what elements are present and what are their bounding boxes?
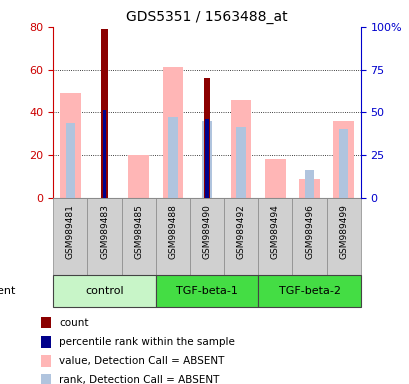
Bar (155, 198, 189, 275)
Text: control: control (85, 286, 124, 296)
Bar (204, 78, 209, 198)
Bar (65, 123, 75, 198)
Bar (292, 198, 326, 275)
Bar (333, 121, 353, 198)
Bar (162, 68, 183, 198)
Bar (53, 198, 87, 275)
Bar (53, 275, 155, 307)
Bar (230, 99, 251, 198)
Bar (41, 317, 51, 328)
Bar (101, 29, 107, 198)
Bar (128, 155, 148, 198)
Bar (41, 355, 51, 367)
Bar (338, 129, 348, 198)
Bar (202, 121, 211, 198)
Bar (236, 127, 245, 198)
Bar (168, 117, 177, 198)
Text: agent: agent (0, 286, 16, 296)
Text: rank, Detection Call = ABSENT: rank, Detection Call = ABSENT (59, 375, 219, 384)
Bar (121, 198, 155, 275)
Text: GSM989481: GSM989481 (66, 204, 75, 259)
Bar (258, 198, 292, 275)
Text: GSM989490: GSM989490 (202, 204, 211, 259)
Text: TGF-beta-2: TGF-beta-2 (278, 286, 340, 296)
Bar (189, 198, 224, 275)
Title: GDS5351 / 1563488_at: GDS5351 / 1563488_at (126, 10, 287, 25)
Bar (41, 336, 51, 348)
Bar (265, 159, 285, 198)
Text: GSM989494: GSM989494 (270, 204, 279, 259)
Bar (326, 198, 360, 275)
Bar (87, 198, 121, 275)
Bar (304, 170, 314, 198)
Bar (155, 275, 258, 307)
Bar (224, 198, 258, 275)
Bar (103, 110, 106, 198)
Text: GSM989483: GSM989483 (100, 204, 109, 259)
Bar (41, 374, 51, 384)
Bar (60, 93, 81, 198)
Text: value, Detection Call = ABSENT: value, Detection Call = ABSENT (59, 356, 224, 366)
Bar (258, 275, 360, 307)
Text: percentile rank within the sample: percentile rank within the sample (59, 337, 235, 347)
Text: count: count (59, 318, 89, 328)
Bar (205, 119, 208, 198)
Text: GSM989488: GSM989488 (168, 204, 177, 259)
Text: TGF-beta-1: TGF-beta-1 (176, 286, 237, 296)
Text: GSM989485: GSM989485 (134, 204, 143, 259)
Bar (299, 179, 319, 198)
Text: GSM989492: GSM989492 (236, 204, 245, 259)
Text: GSM989499: GSM989499 (338, 204, 347, 259)
Text: GSM989496: GSM989496 (304, 204, 313, 259)
